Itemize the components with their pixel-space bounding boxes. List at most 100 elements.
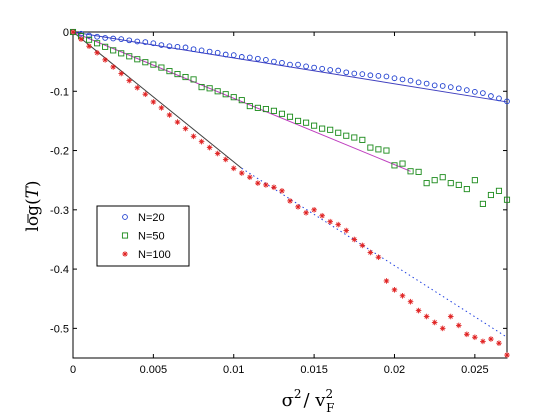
data-point-n-100: [303, 209, 309, 216]
data-point-n-50: [359, 136, 366, 143]
fit-line-n-100: [72, 31, 243, 169]
data-point-n-20: [367, 72, 374, 79]
data-point-n-50: [423, 180, 430, 187]
y-tick-label: -0.5: [50, 323, 69, 335]
data-point-n-100: [399, 292, 406, 299]
data-point-n-50: [487, 191, 494, 199]
data-point-n-20: [439, 83, 446, 89]
data-point-n-100: [198, 138, 205, 145]
data-point-n-100: [359, 242, 366, 249]
data-point-n-100: [391, 287, 398, 293]
data-point-n-50: [286, 113, 294, 120]
data-point-n-100: [110, 64, 116, 70]
data-point-n-20: [319, 65, 325, 72]
data-point-n-100: [423, 313, 430, 320]
data-point-n-50: [102, 43, 109, 50]
data-point-n-100: [287, 198, 293, 204]
data-point-n-20: [279, 59, 285, 66]
data-point-n-20: [359, 71, 366, 77]
data-point-n-100: [255, 180, 261, 186]
data-point-n-20: [118, 36, 125, 42]
data-point-n-100: [472, 334, 478, 341]
data-point-n-50: [246, 103, 253, 110]
data-point-n-20: [303, 63, 309, 70]
data-point-n-50: [110, 47, 117, 54]
legend-label-n-100: N=100: [138, 249, 171, 261]
legend-box: [96, 205, 190, 267]
plot-area: 0 0.005 0.01 0.015 0.02 0.025 0 -0.1 -0.2 -0.3 -0.…: [50, 27, 511, 376]
data-point-n-50: [238, 97, 245, 104]
legend-label-n-20: N=20: [138, 212, 165, 224]
data-point-n-50: [230, 94, 237, 101]
legend-marker-n-20: [122, 214, 128, 220]
data-point-n-50: [142, 59, 149, 66]
data-point-n-20: [142, 39, 149, 45]
data-point-n-100: [455, 322, 462, 329]
data-point-n-20: [174, 43, 181, 50]
data-point-n-100: [118, 70, 125, 77]
data-point-n-50: [383, 147, 390, 154]
data-point-n-50: [222, 91, 229, 98]
data-point-n-20: [504, 98, 510, 105]
y-tick-label: -0.3: [50, 205, 69, 217]
data-point-n-50: [254, 104, 261, 111]
data-point-n-50: [351, 134, 358, 141]
data-point-n-100: [102, 57, 108, 63]
data-point-n-100: [78, 36, 84, 42]
data-point-n-20: [287, 61, 293, 68]
data-point-n-100: [222, 156, 229, 163]
xlabel-sup: 2: [294, 387, 302, 401]
data-point-n-100: [504, 352, 510, 358]
data-point-n-50: [158, 64, 165, 71]
data-point-n-20: [238, 54, 245, 60]
data-point-n-20: [431, 82, 438, 89]
data-point-n-20: [351, 70, 358, 77]
data-point-n-50: [343, 132, 350, 139]
data-point-n-20: [311, 64, 317, 71]
data-point-n-50: [407, 168, 414, 175]
data-point-n-50: [479, 200, 486, 207]
xlabel-sup2: 2: [325, 387, 333, 401]
data-point-n-20: [110, 35, 117, 42]
x-tick-label: 0: [70, 364, 76, 376]
data-point-n-50: [94, 40, 101, 47]
data-point-n-20: [206, 48, 213, 55]
data-point-n-100: [351, 236, 358, 243]
data-point-n-20: [102, 35, 108, 41]
data-point-n-100: [230, 165, 237, 172]
data-point-n-100: [86, 43, 92, 50]
data-point-n-20: [488, 93, 494, 99]
data-point-n-100: [70, 29, 76, 35]
data-point-n-20: [182, 44, 189, 51]
x-tick-label: 0.005: [140, 364, 168, 376]
data-point-n-50: [327, 126, 334, 133]
data-point-n-100: [206, 144, 213, 151]
data-point-n-100: [431, 319, 438, 326]
data-point-n-50: [294, 117, 302, 124]
data-point-n-50: [86, 36, 93, 43]
data-point-n-50: [391, 162, 398, 169]
data-point-n-100: [407, 298, 414, 305]
data-point-n-100: [150, 99, 157, 105]
data-point-n-20: [263, 57, 269, 63]
data-point-n-100: [496, 340, 502, 346]
data-point-n-20: [190, 46, 197, 53]
data-point-n-50: [399, 160, 406, 167]
data-point-n-20: [496, 95, 502, 102]
xlabel-sub: F: [326, 401, 334, 415]
data-point-n-50: [431, 177, 438, 184]
data-point-n-20: [480, 90, 486, 96]
data-point-n-50: [495, 187, 503, 194]
data-point-n-50: [415, 168, 422, 175]
data-point-n-20: [472, 89, 478, 95]
data-point-n-20: [407, 77, 414, 84]
data-point-n-20: [255, 55, 261, 62]
svg-text:log(T): log(T): [23, 180, 43, 231]
ylabel-pre: log(: [23, 198, 43, 231]
data-point-n-100: [279, 188, 285, 194]
legend-marker-n-100: [122, 251, 128, 257]
data-point-n-20: [295, 61, 301, 68]
data-point-n-100: [464, 331, 470, 338]
